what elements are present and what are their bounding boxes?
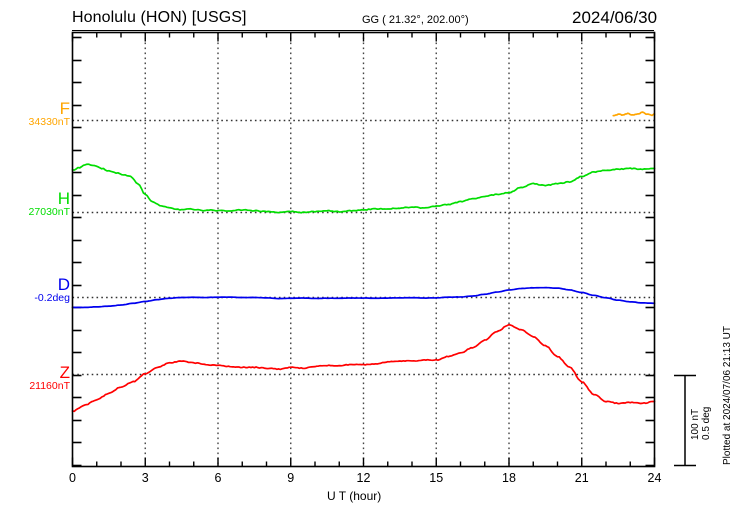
component-name-Z: Z bbox=[59, 363, 70, 382]
component-value-Z: 21160nT bbox=[29, 380, 70, 392]
x-tick-label: 6 bbox=[214, 471, 222, 485]
component-label-H: H 27030nT bbox=[28, 189, 70, 219]
geographic-coordinates: GG ( 21.32°, 202.00°) bbox=[362, 14, 469, 26]
x-tick-label: 3 bbox=[141, 471, 149, 485]
component-label-F: F 34330nT bbox=[28, 99, 70, 129]
x-tick-label: 12 bbox=[356, 471, 371, 485]
plot-frame bbox=[71, 31, 656, 468]
x-tick-label: 24 bbox=[647, 471, 662, 485]
component-name-F: F bbox=[59, 99, 70, 118]
plotted-at-timestamp: Plotted at 2024/07/06 21:13 UT bbox=[722, 326, 730, 465]
gridlines bbox=[144, 32, 583, 467]
component-label-D: D -0.2deg bbox=[34, 275, 70, 305]
chart-date: 2024/06/30 bbox=[572, 8, 658, 27]
scale-bar-nt: 100 nT bbox=[690, 408, 701, 440]
scale-bar bbox=[674, 374, 696, 467]
x-axis-title: U T (hour) bbox=[327, 489, 382, 503]
component-name-H: H bbox=[57, 189, 70, 208]
x-tick-label: 15 bbox=[429, 471, 444, 485]
component-value-H: 27030nT bbox=[28, 206, 70, 218]
x-tick-label: 9 bbox=[287, 471, 295, 485]
axis-ticks bbox=[71, 32, 656, 467]
scale-bar-units: 100 nT 0.5 deg bbox=[690, 407, 712, 440]
header-divider bbox=[72, 30, 654, 31]
component-value-F: 34330nT bbox=[28, 116, 70, 128]
component-name-D: D bbox=[57, 275, 70, 294]
station-title: Honolulu (HON) [USGS] bbox=[72, 9, 247, 26]
component-traces bbox=[71, 111, 656, 413]
component-label-Z: Z 21160nT bbox=[29, 363, 70, 393]
component-value-D: -0.2deg bbox=[34, 292, 70, 304]
scale-bar-deg: 0.5 deg bbox=[701, 406, 712, 440]
x-tick-label: 0 bbox=[69, 471, 76, 485]
x-tick-label: 18 bbox=[502, 471, 516, 485]
x-tick-label: 21 bbox=[574, 471, 589, 485]
